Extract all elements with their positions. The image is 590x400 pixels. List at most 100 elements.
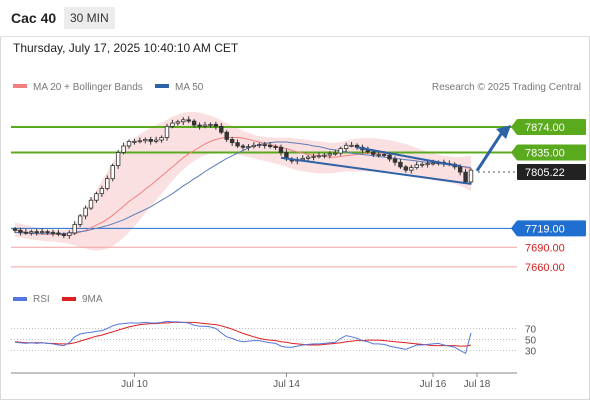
candle-body bbox=[94, 193, 99, 201]
candle-body bbox=[77, 215, 83, 225]
rsi-level-label: 30 bbox=[525, 347, 537, 358]
candle-body bbox=[430, 162, 436, 165]
rsi-level-label: 50 bbox=[525, 336, 537, 347]
bollinger-band bbox=[15, 112, 471, 251]
candle-body bbox=[175, 121, 181, 124]
candle-body bbox=[246, 146, 251, 149]
candle-body bbox=[208, 123, 213, 126]
candle-body bbox=[327, 153, 333, 156]
candle-body bbox=[23, 231, 29, 234]
candle-body bbox=[72, 224, 77, 234]
candle-body bbox=[83, 207, 88, 217]
x-tick-label: Jul 14 bbox=[273, 379, 300, 390]
candle-body bbox=[240, 145, 246, 148]
x-tick-label: Jul 10 bbox=[121, 379, 148, 390]
timeframe-button[interactable]: 30 MIN bbox=[64, 7, 115, 29]
resistance-label-text: 7835.00 bbox=[525, 148, 565, 160]
resistance-label-pointer bbox=[511, 144, 517, 161]
candle-body bbox=[29, 231, 34, 234]
candle-body bbox=[224, 131, 229, 140]
legend: MA 20 + Bollinger Bands MA 50 Research ©… bbox=[13, 82, 581, 93]
candle-body bbox=[403, 166, 409, 171]
candle-body bbox=[56, 232, 61, 235]
rsi-legend-swatch bbox=[13, 297, 27, 301]
candle-body bbox=[349, 144, 354, 147]
rsi-line bbox=[14, 320, 472, 355]
last-label-text: 7805.22 bbox=[525, 167, 565, 179]
candle-body bbox=[371, 151, 376, 155]
last-label-box bbox=[517, 163, 586, 180]
candle-body bbox=[99, 188, 105, 195]
candle-body bbox=[159, 137, 164, 141]
candle-body bbox=[468, 169, 474, 183]
rsi-legend: RSI 9MA bbox=[13, 294, 103, 305]
pivot-label-box bbox=[517, 220, 586, 237]
candle-body bbox=[267, 144, 273, 148]
candle-body bbox=[164, 125, 170, 138]
candle-body bbox=[126, 140, 132, 147]
resistance-label-text: 7874.00 bbox=[525, 122, 565, 134]
candle-body bbox=[45, 231, 50, 234]
candle-body bbox=[137, 140, 143, 143]
x-tick-label: Jul 16 bbox=[420, 379, 447, 390]
candle-body bbox=[148, 139, 153, 142]
candle-body bbox=[262, 144, 267, 147]
candle-body bbox=[88, 199, 94, 209]
candle-body bbox=[67, 232, 72, 236]
rsi-ma-legend-swatch bbox=[62, 297, 76, 301]
candle-body bbox=[387, 154, 392, 160]
pivot-label-pointer bbox=[511, 220, 517, 237]
support-label-text: 7660.00 bbox=[525, 262, 565, 274]
support-label-text: 7690.00 bbox=[525, 242, 565, 254]
candle-body bbox=[12, 228, 18, 231]
candle-body bbox=[219, 125, 224, 133]
symbol-title: Cac 40 bbox=[11, 10, 57, 26]
ma20-legend-label: MA 20 + Bollinger Bands bbox=[33, 82, 143, 93]
candle-body bbox=[153, 139, 159, 142]
candle-body bbox=[376, 154, 381, 156]
candle-body bbox=[121, 145, 126, 153]
candle-body bbox=[50, 231, 56, 234]
candle-body bbox=[170, 122, 175, 127]
candle-body bbox=[39, 231, 45, 234]
candle-body bbox=[202, 124, 208, 127]
ma20-legend-swatch bbox=[13, 84, 27, 88]
candle-body bbox=[300, 157, 305, 161]
channel-upper-trendline bbox=[356, 146, 461, 168]
pivot-label-text: 7719.00 bbox=[525, 223, 565, 235]
resistance-label-box bbox=[517, 144, 586, 161]
candle-body bbox=[186, 119, 191, 122]
candle-body bbox=[110, 165, 115, 180]
candle-body bbox=[251, 144, 257, 148]
candle-body bbox=[463, 171, 468, 183]
candle-body bbox=[398, 161, 403, 168]
candle-body bbox=[419, 163, 425, 166]
candle-body bbox=[409, 167, 414, 171]
credit-label: Research © 2025 Trading Central bbox=[432, 82, 581, 93]
candle-body bbox=[425, 163, 430, 166]
candle-body bbox=[235, 142, 240, 147]
candle-body bbox=[305, 156, 311, 159]
candle-body bbox=[197, 124, 202, 127]
candle-body bbox=[115, 152, 121, 166]
candle-body bbox=[229, 139, 235, 144]
candle-body bbox=[105, 178, 110, 189]
channel-lower-trendline bbox=[280, 156, 472, 185]
candle-body bbox=[414, 164, 419, 168]
candle-body bbox=[392, 158, 398, 163]
rsi-ma-legend-label: 9MA bbox=[82, 294, 103, 305]
candle-body bbox=[143, 139, 148, 142]
datetime-label: Thursday, July 17, 2025 10:40:10 AM CET bbox=[13, 41, 239, 55]
candle-body bbox=[333, 152, 338, 155]
candle-body bbox=[316, 155, 322, 158]
resistance-label-box bbox=[517, 119, 586, 135]
candle-body bbox=[257, 144, 262, 147]
candle-body bbox=[457, 166, 463, 173]
candle-body bbox=[311, 156, 316, 158]
candle-body bbox=[61, 233, 67, 236]
chart-header: Cac 40 30 MIN bbox=[0, 0, 590, 37]
x-tick-label: Jul 18 bbox=[464, 379, 491, 390]
ma50-legend-swatch bbox=[155, 84, 169, 88]
candle-body bbox=[191, 120, 197, 126]
